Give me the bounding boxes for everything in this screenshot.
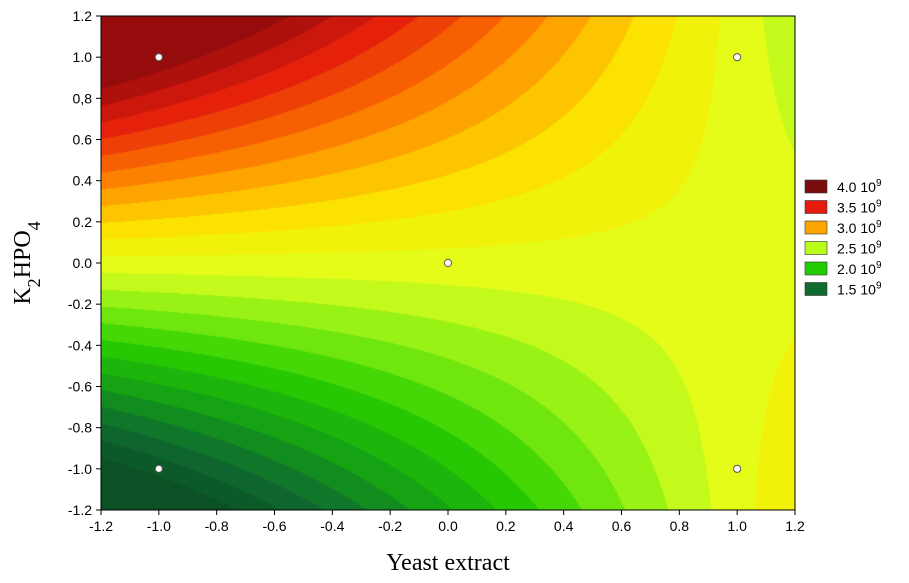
x-tick-label: 0.0 — [438, 518, 458, 534]
y-tick-label: 0.6 — [73, 132, 93, 148]
legend-swatch — [804, 179, 828, 194]
y-tick-label: -1.2 — [68, 502, 92, 518]
legend-label: 1.5 109 — [837, 281, 882, 298]
x-tick-label: -1.2 — [89, 518, 113, 534]
y-tick-label: -0.6 — [68, 379, 92, 395]
x-tick-label: 0.8 — [670, 518, 690, 534]
x-tick-label: 1.2 — [785, 518, 805, 534]
design-point — [733, 53, 742, 62]
x-tick-label: 1.0 — [727, 518, 747, 534]
x-axis-ticks: -1.2 -1.0 -0.8 -0.6 -0.4 -0.2 0.0 0.2 0.4 0.6 0.8 1… — [89, 510, 805, 534]
y-axis-ticks: 1.2 1.0 0,8 0.6 0.4 0.2 0.0 -0.2 -0.4 -0.6 -0.8 -1.… — [68, 8, 101, 518]
y-tick-label: -0.4 — [68, 337, 92, 353]
legend-swatch — [804, 241, 828, 255]
x-tick-label: 0.2 — [496, 518, 516, 534]
x-tick-label: 0.6 — [612, 518, 632, 534]
y-tick-label: 0,8 — [73, 90, 93, 106]
x-tick-label: -0.4 — [320, 518, 344, 534]
y-tick-label: 1.2 — [73, 8, 93, 24]
y-tick-label: -1.0 — [68, 461, 92, 477]
y-tick-label: -0.2 — [68, 296, 92, 312]
legend-label: 2.5 109 — [837, 240, 882, 257]
legend: 4.0 109 3.5 109 3.0 109 2.5 109 2.0 109 1.5 1… — [804, 178, 882, 298]
y-tick-label: 0.4 — [73, 173, 93, 189]
y-tick-label: -0.8 — [68, 420, 92, 436]
x-tick-label: -1.0 — [147, 518, 171, 534]
legend-swatch — [804, 200, 828, 214]
x-axis-title: Yeast extract — [386, 550, 510, 576]
x-tick-label: -0.2 — [378, 518, 402, 534]
legend-label: 3.5 109 — [837, 199, 882, 216]
y-axis-title: K2HPO4 — [10, 221, 44, 304]
y-tick-label: 0.2 — [73, 214, 93, 230]
legend-swatch — [804, 261, 828, 276]
x-tick-label: 0.4 — [554, 518, 574, 534]
design-points — [154, 53, 742, 473]
design-point — [733, 464, 742, 473]
x-tick-label: -0.6 — [262, 518, 286, 534]
legend-label: 3.0 109 — [837, 219, 882, 236]
design-point — [154, 53, 163, 62]
legend-label: 2.0 109 — [837, 260, 882, 277]
legend-label: 4.0 109 — [837, 178, 882, 195]
design-point — [154, 464, 163, 473]
legend-swatch — [804, 282, 828, 296]
y-tick-label: 1.0 — [73, 49, 93, 65]
legend-swatch — [804, 220, 828, 235]
x-tick-label: -0.8 — [205, 518, 229, 534]
design-point — [443, 258, 453, 268]
y-tick-label: 0.0 — [73, 255, 93, 271]
